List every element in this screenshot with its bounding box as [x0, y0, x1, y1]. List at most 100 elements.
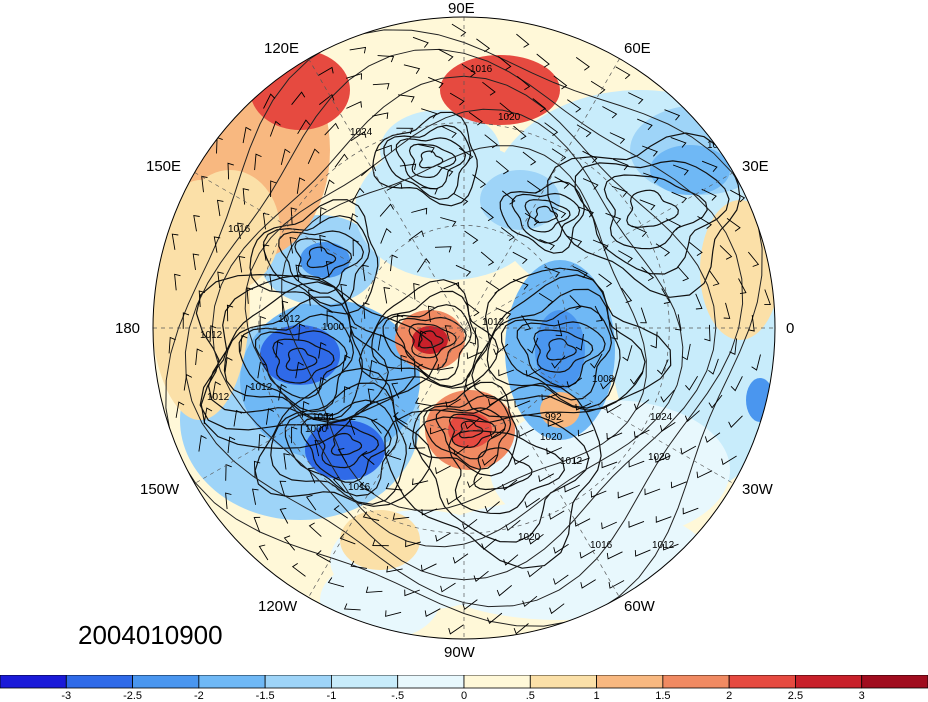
wind-barb	[345, 73, 362, 80]
isobar-contour	[418, 330, 444, 349]
colorbar-tick-label: 1.5	[655, 690, 671, 702]
wind-barb	[538, 292, 554, 306]
colorbar-swatch	[596, 675, 664, 689]
isobar-contour	[395, 137, 467, 190]
wind-barb	[319, 93, 335, 105]
isobar-contour	[263, 215, 371, 307]
wind-barb	[728, 415, 743, 428]
wind-barb	[427, 305, 435, 323]
wind-barb	[242, 188, 250, 205]
wind-barb	[582, 178, 599, 190]
wind-barb	[325, 260, 333, 278]
colorbar-tick-label: -2.5	[123, 690, 143, 702]
isobar-contour	[306, 246, 337, 269]
wind-barb	[721, 455, 737, 466]
map-border	[152, 16, 776, 640]
isobar-contour	[500, 305, 613, 401]
wind-barb	[337, 447, 347, 464]
isobar-contour	[294, 238, 353, 280]
wind-barb	[363, 302, 370, 319]
wind-barb	[486, 612, 503, 624]
wind-barb	[574, 518, 591, 527]
wind-barb	[279, 480, 287, 497]
wind-barb	[386, 565, 403, 573]
contour-label: 1016	[470, 64, 493, 75]
wind-barb	[379, 203, 394, 217]
wind-barb	[319, 207, 327, 224]
wind-barb	[404, 589, 420, 597]
wind-barb	[650, 331, 658, 349]
wind-barb	[493, 343, 509, 356]
wind-barb	[283, 453, 290, 470]
wind-barb	[495, 160, 510, 175]
wind-barb	[227, 162, 234, 180]
colorbar-tick-label: -3	[61, 690, 72, 702]
wind-barb	[536, 53, 550, 68]
isobar-contour	[384, 382, 602, 569]
wind-barb	[280, 148, 291, 166]
wind-barb	[634, 549, 651, 557]
wind-barb	[592, 239, 609, 251]
wind-barb	[527, 566, 543, 578]
wind-barb	[430, 427, 446, 435]
wind-barb	[367, 388, 375, 405]
wind-barb	[291, 563, 306, 577]
colorbar-swatch	[397, 675, 465, 689]
wind-barb	[362, 511, 380, 521]
wind-barb	[566, 377, 583, 388]
isobar-contour	[278, 230, 365, 294]
anomaly-region	[480, 170, 560, 230]
wind-barb	[726, 218, 741, 232]
wind-barb	[327, 577, 345, 588]
wind-barb	[512, 251, 528, 265]
contour-label: 1012	[207, 392, 230, 403]
isobar-contour	[533, 329, 594, 373]
wind-barb	[291, 426, 298, 444]
wind-barb	[390, 254, 398, 272]
wind-barb	[465, 379, 481, 391]
wind-barb	[468, 111, 483, 126]
isobar-contour	[511, 192, 581, 244]
wind-barb	[254, 153, 262, 171]
lon-label-120e: 120E	[264, 40, 300, 57]
wind-barb	[708, 358, 719, 375]
wind-barb	[553, 543, 569, 554]
wind-barb	[575, 57, 590, 71]
wind-barb	[175, 401, 185, 418]
wind-barb	[496, 585, 512, 597]
lon-label-150e: 150E	[146, 158, 182, 175]
wind-barb	[498, 56, 512, 71]
anomaly-region	[300, 242, 350, 278]
anomaly-region	[305, 420, 385, 480]
wind-barb	[307, 467, 316, 484]
wind-barb	[462, 599, 478, 610]
wind-barb	[480, 251, 495, 266]
isobar-contour	[463, 267, 672, 418]
wind-barb	[590, 80, 606, 94]
colorbar-swatch	[463, 675, 531, 689]
wind-barb	[628, 460, 645, 468]
wind-barb	[258, 544, 269, 561]
wind-barb	[484, 501, 500, 513]
wind-barb	[237, 222, 244, 240]
wind-barb	[403, 64, 421, 74]
wind-barb	[662, 543, 679, 551]
wind-barb	[521, 315, 532, 331]
wind-barb	[318, 377, 327, 394]
wind-barb	[524, 212, 540, 226]
wind-barb	[452, 553, 469, 564]
wind-barb	[383, 287, 390, 304]
wind-barb	[358, 481, 375, 494]
wind-barb	[548, 510, 565, 520]
wind-barb	[605, 404, 622, 414]
wind-barb	[295, 264, 302, 282]
wind-barb	[598, 273, 613, 288]
wind-barb	[609, 132, 626, 144]
wind-barb	[524, 497, 540, 509]
wind-barb	[553, 574, 569, 585]
wind-barb	[522, 595, 538, 608]
wind-barb	[224, 356, 233, 374]
wind-barb	[462, 518, 478, 530]
colorbar-swatch	[264, 675, 332, 689]
wind-barb	[289, 237, 297, 254]
